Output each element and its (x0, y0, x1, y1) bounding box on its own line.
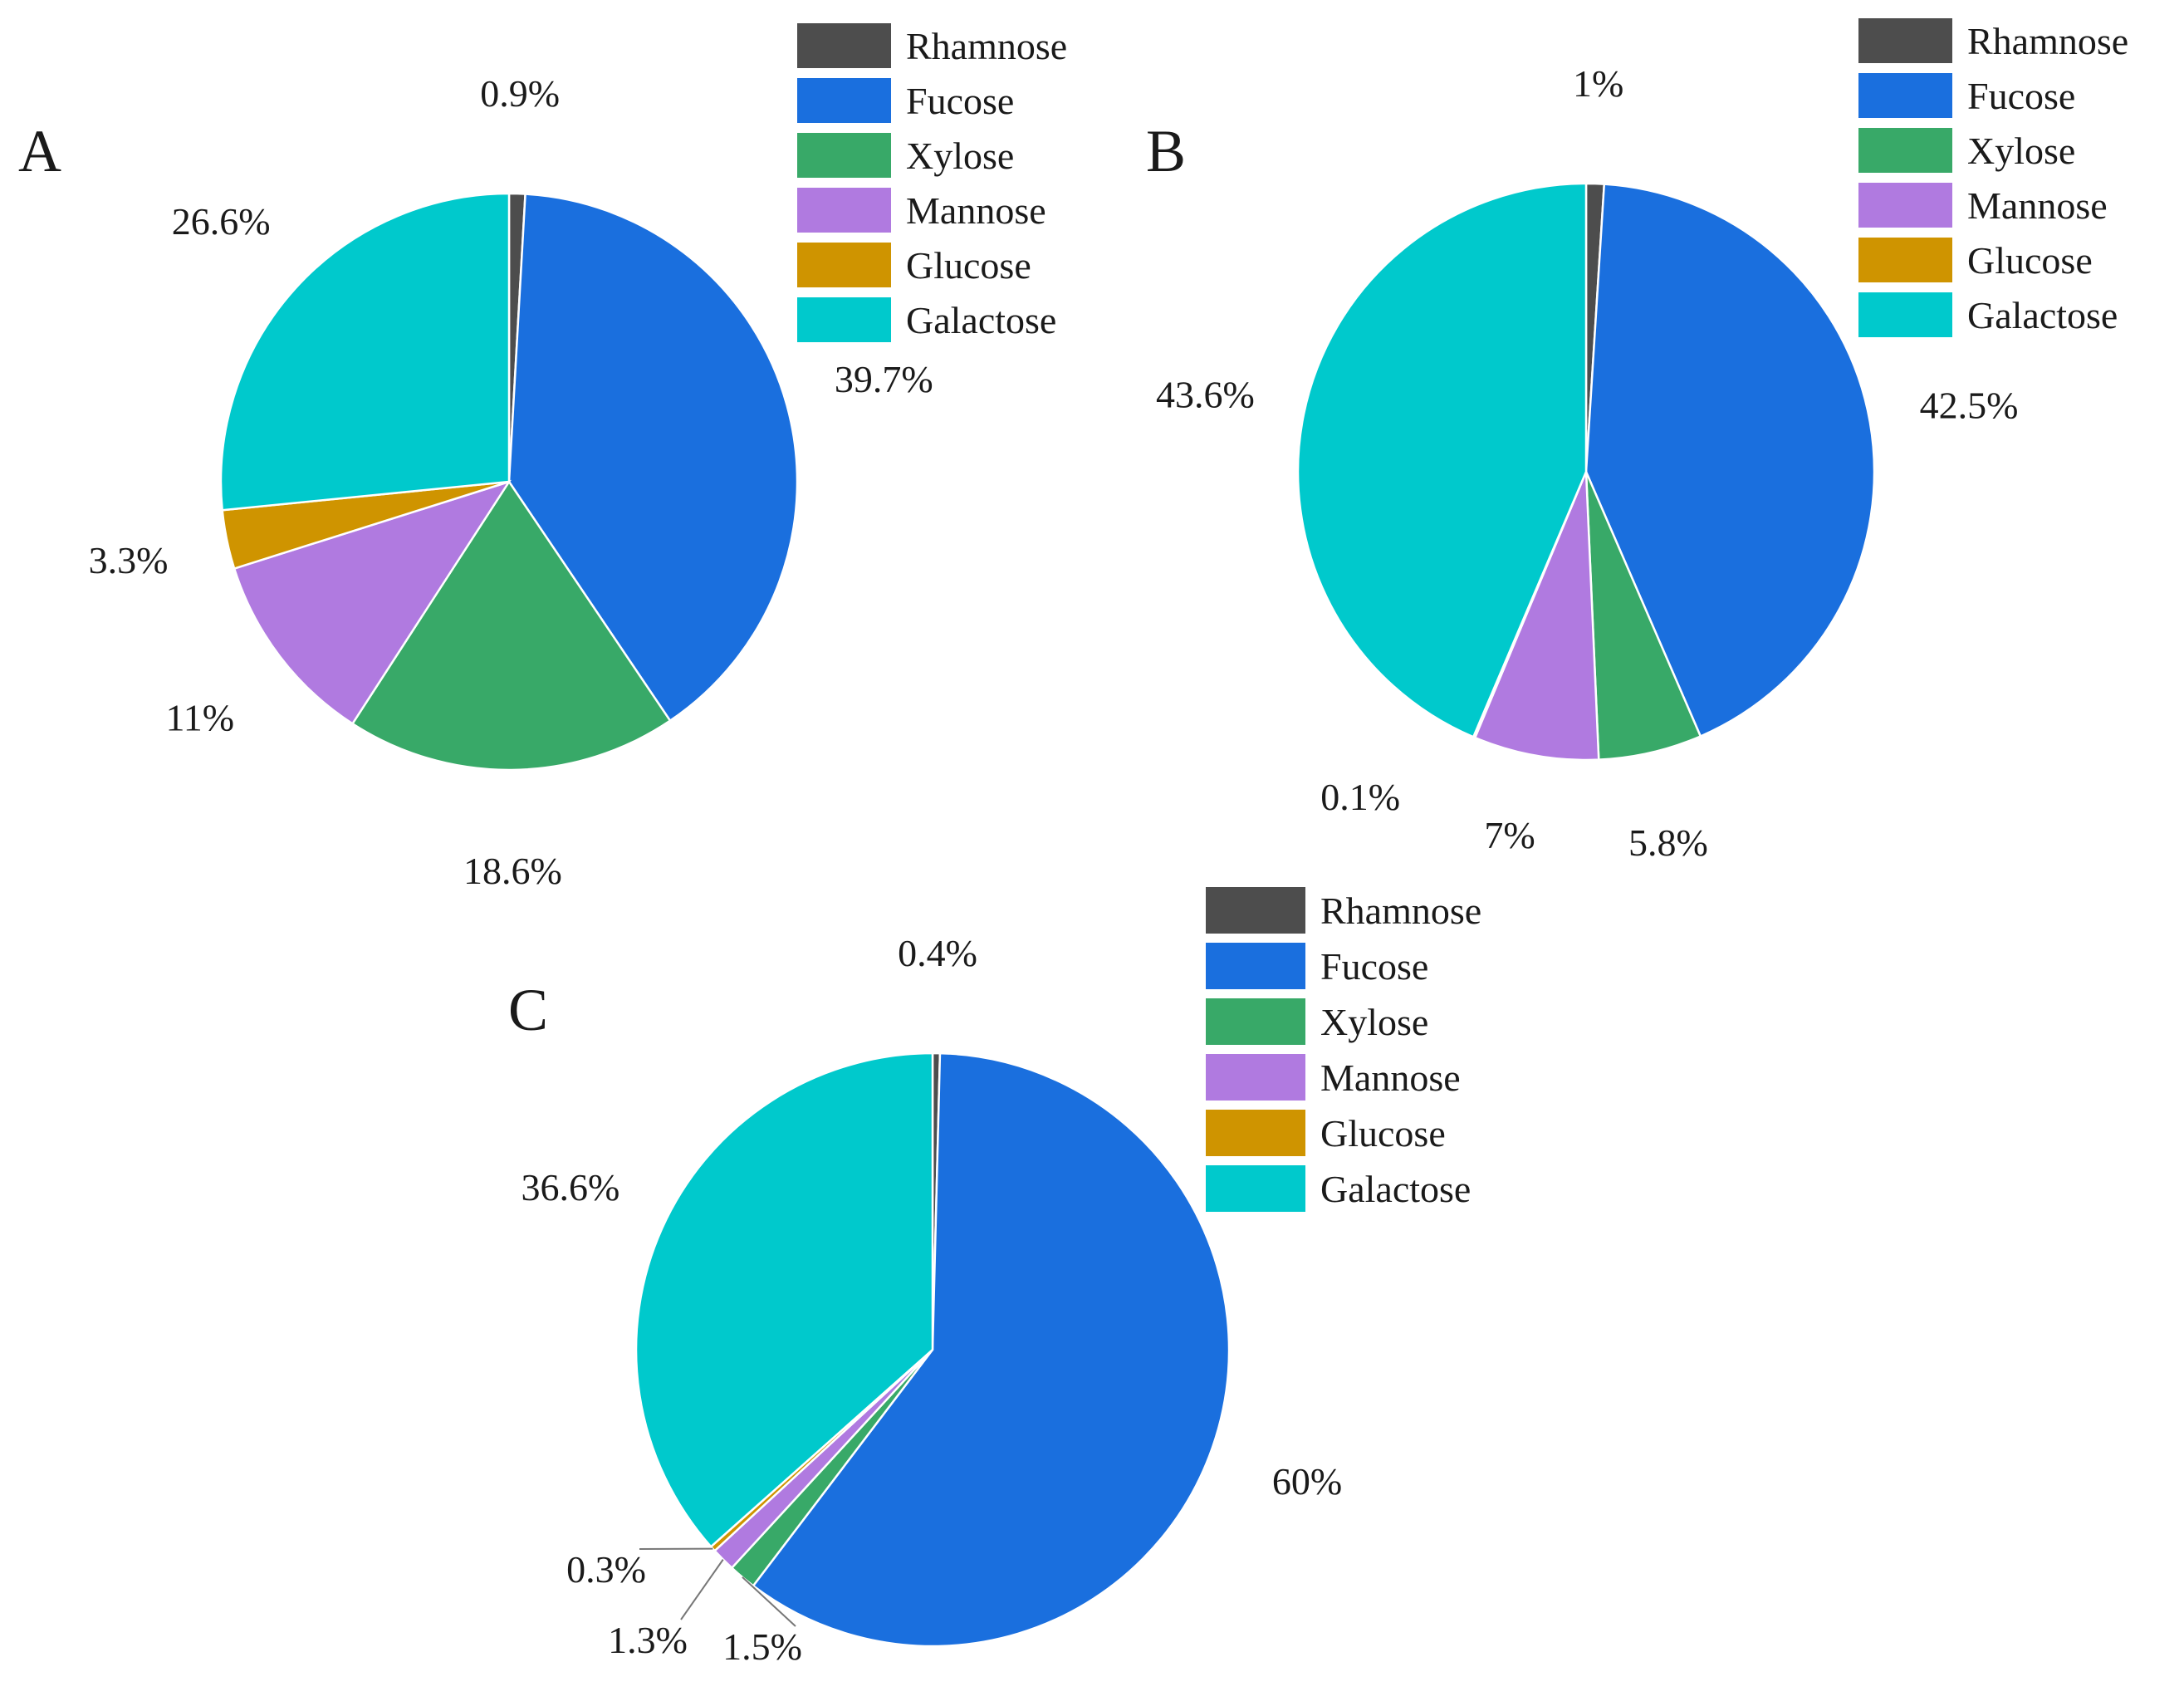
legend-swatch-glucose (1858, 238, 1952, 282)
legend-label-mannose: Mannose (1320, 1056, 1461, 1099)
legend-label-glucose: Glucose (1967, 239, 2093, 282)
legend-swatch-rhamnose (1858, 18, 1952, 63)
slice-mannose (1473, 471, 1600, 762)
legend-label-glucose: Glucose (906, 244, 1031, 287)
legend-label-galactose: Galactose (1967, 294, 2118, 336)
legend-swatch-glucose (1206, 1110, 1305, 1156)
legend-label-xylose: Xylose (1967, 130, 2075, 172)
panel-a: A 0.9% 39.7% 18.6% 11% 3.3% 26.6% Rhamnose Fuc… (18, 23, 1067, 892)
slice-label-mannose: 11% (165, 697, 234, 739)
slice-label-xylose: 5.8% (1628, 821, 1708, 864)
legend-swatch-fucose (1206, 943, 1305, 989)
legend-label-galactose: Galactose (1320, 1168, 1471, 1210)
legend-label-fucose: Fucose (1320, 945, 1428, 988)
slice-label-fucose: 42.5% (1920, 385, 2019, 427)
legend-label-mannose: Mannose (906, 189, 1046, 232)
panel-b-letter: B (1146, 118, 1186, 184)
slice-label-xylose: 1.5% (722, 1625, 802, 1668)
slice-label-fucose: 60% (1272, 1460, 1342, 1503)
legend-label-rhamnose: Rhamnose (1967, 20, 2128, 62)
legend-swatch-xylose (1858, 128, 1952, 173)
slice-label-galactose: 43.6% (1156, 374, 1255, 416)
slice-label-mannose: 1.3% (608, 1619, 688, 1661)
slice-label-rhamnose: 0.9% (480, 72, 560, 115)
legend-label-mannose: Mannose (1967, 184, 2108, 227)
slice-fucose (507, 193, 799, 723)
legend-label-xylose: Xylose (1320, 1001, 1428, 1043)
slice-label-mannose: 7% (1484, 814, 1535, 856)
legend-label-fucose: Fucose (1967, 75, 2075, 117)
legend-label-rhamnose: Rhamnose (1320, 890, 1481, 932)
legend-swatch-rhamnose (1206, 887, 1305, 934)
slice-label-rhamnose: 1% (1573, 62, 1623, 105)
legend-swatch-mannose (1858, 183, 1952, 228)
slice-mannose (233, 479, 512, 726)
panel-b: B 1% 42.5% 5.8% 7% 0.1% 43.6% Rhamnose Fucose X… (1146, 18, 2128, 864)
pie-c: 0.4% 60% 1.5% 1.3% 0.3% 36.6% (522, 932, 1343, 1668)
legend-swatch-fucose (1858, 73, 1952, 118)
legend-swatch-galactose (1858, 292, 1952, 337)
legend-label-fucose: Fucose (906, 80, 1014, 122)
pie-a: 0.9% 39.7% 18.6% 11% 3.3% 26.6% (89, 72, 933, 892)
slice-label-galactose: 36.6% (522, 1166, 620, 1208)
slice-xylose (350, 479, 672, 772)
slice-label-xylose: 18.6% (463, 850, 562, 892)
legend-swatch-galactose (797, 297, 891, 342)
pie-b: 1% 42.5% 5.8% 7% 0.1% 43.6% (1156, 62, 2018, 864)
legend-swatch-glucose (797, 243, 891, 287)
legend-a: Rhamnose Fucose Xylose Mannose Glucose Galact… (797, 23, 1067, 342)
slice-label-galactose: 26.6% (172, 200, 271, 243)
legend-swatch-galactose (1206, 1165, 1305, 1212)
legend-label-galactose: Galactose (906, 299, 1056, 341)
slice-label-fucose: 39.7% (835, 358, 933, 400)
slice-galactose (634, 1052, 934, 1548)
legend-swatch-xylose (1206, 998, 1305, 1045)
legend-c: Rhamnose Fucose Xylose Mannose Glucose Galact… (1206, 887, 1481, 1212)
panel-c-letter: C (508, 977, 548, 1043)
leader-line-xylose (742, 1576, 796, 1627)
legend-swatch-mannose (797, 188, 891, 233)
legend-swatch-mannose (1206, 1054, 1305, 1101)
slice-label-rhamnose: 0.4% (898, 932, 977, 974)
slice-galactose (219, 192, 511, 512)
legend-label-rhamnose: Rhamnose (906, 25, 1067, 67)
slice-fucose (752, 1052, 1231, 1648)
slice-label-glucose: 3.3% (89, 539, 169, 581)
panel-a-letter: A (18, 118, 61, 184)
legend-swatch-rhamnose (797, 23, 891, 68)
slice-galactose (1296, 182, 1588, 738)
slice-label-glucose: 0.3% (566, 1548, 646, 1591)
leader-line-mannose (680, 1559, 724, 1620)
panel-c: C 0.4% 60% 1.5% 1.3% 0.3% 36.6% Rhamnose Fucos… (508, 887, 1481, 1668)
slice-xylose (1584, 471, 1702, 761)
legend-b: Rhamnose Fucose Xylose Mannose Glucose Galact… (1858, 18, 2128, 337)
legend-label-xylose: Xylose (906, 135, 1014, 177)
legend-label-glucose: Glucose (1320, 1112, 1446, 1154)
slice-label-glucose: 0.1% (1320, 776, 1400, 818)
slice-fucose (1584, 183, 1876, 738)
legend-swatch-xylose (797, 133, 891, 178)
legend-swatch-fucose (797, 78, 891, 123)
